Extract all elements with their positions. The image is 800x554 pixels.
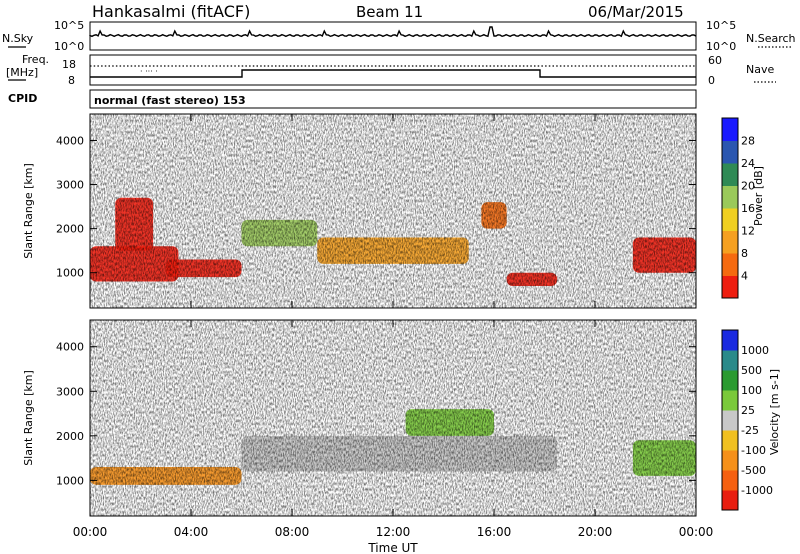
nave-scatter: · ··· · <box>140 67 158 76</box>
colorbar-tick-label-3: 16 <box>741 202 755 215</box>
y-tick-label-1: 2000 <box>56 430 84 443</box>
y-tick-label-2: 3000 <box>56 385 84 398</box>
power-colorbar-label: Power [dB] <box>752 166 765 226</box>
power-heatmap <box>90 114 696 308</box>
x-tick-label-5: 20:00 <box>578 525 613 539</box>
freq-label-1: Freq. <box>22 53 49 66</box>
noise-trace <box>89 26 697 38</box>
x-tick-label-2: 08:00 <box>275 525 310 539</box>
x-tick-label-0: 00:00 <box>73 525 108 539</box>
y-tick-label-3: 4000 <box>56 134 84 147</box>
colorbar-tick-label-1: 8 <box>741 247 748 260</box>
date-title: 06/Mar/2015 <box>588 3 684 21</box>
colorbar-swatch-5 <box>722 390 738 411</box>
y-tick-label-0: 1000 <box>56 474 84 487</box>
cpid-value: normal (fast stereo) 153 <box>94 94 246 107</box>
colorbar-tick-label-7: -1000 <box>741 484 773 497</box>
colorbar-tick-label-5: 24 <box>741 157 755 170</box>
colorbar-swatch-1 <box>722 253 738 276</box>
y-tick-label-3: 4000 <box>56 341 84 354</box>
colorbar-tick-label-2: 100 <box>741 384 762 397</box>
colorbar-frame <box>721 117 739 299</box>
x-tick-label-3: 12:00 <box>376 525 411 539</box>
colorbar-tick-label-3: 25 <box>741 404 755 417</box>
power-y-axis: 1000 2000 3000 4000 <box>56 134 696 280</box>
nave-tick-top: 60 <box>708 54 722 67</box>
station-title: Hankasalmi (fitACF) <box>92 2 250 21</box>
colorbar-swatch-1 <box>722 470 738 491</box>
colorbar-tick-label-0: 1000 <box>741 344 769 357</box>
noise-left-tick-top: 10^5 <box>54 19 84 32</box>
colorbar-swatch-5 <box>722 163 738 186</box>
nave-label: Nave <box>746 63 774 76</box>
colorbar-swatch-7 <box>722 350 738 371</box>
y-tick-label-0: 1000 <box>56 267 84 280</box>
freq-tick-top: 18 <box>62 58 76 71</box>
noise-left-tick-bottom: 10^0 <box>54 40 84 53</box>
noise-left-label: N.Sky <box>2 32 34 45</box>
velocity-y-label: Slant Range [km] <box>22 370 35 466</box>
freq-panel-frame <box>89 54 697 86</box>
colorbar-frame <box>721 329 739 511</box>
colorbar-swatch-0 <box>722 275 738 299</box>
y-tick-label-1: 2000 <box>56 223 84 236</box>
colorbar-tick-label-4: -25 <box>741 424 759 437</box>
colorbar-tick-label-6: -500 <box>741 464 766 477</box>
cpid-label: CPID <box>8 92 37 105</box>
x-tick-label-1: 04:00 <box>174 525 209 539</box>
colorbar-swatch-8 <box>722 330 738 351</box>
nave-tick-bottom: 0 <box>708 74 715 87</box>
colorbar-swatch-6 <box>722 370 738 391</box>
freq-tick-bottom: 8 <box>68 74 75 87</box>
colorbar-swatch-2 <box>722 230 738 254</box>
freq-trace <box>90 69 696 78</box>
colorbar-tick-label-2: 12 <box>741 225 755 238</box>
colorbar-swatch-4 <box>722 410 738 431</box>
colorbar-swatch-3 <box>722 208 738 231</box>
velocity-colorbar-label: Velocity [m s-1] <box>768 369 781 455</box>
noise-right-tick-bottom: 10^0 <box>706 40 736 53</box>
noise-right-tick-top: 10^5 <box>706 19 736 32</box>
colorbar-swatch-3 <box>722 430 738 451</box>
noise-right-label: N.Search <box>746 32 796 45</box>
beam-title: Beam 11 <box>356 3 423 21</box>
colorbar-swatch-2 <box>722 450 738 471</box>
colorbar-tick-label-5: -100 <box>741 444 766 457</box>
velocity-colorbar: 1000 500 100 25 -25 -100 -500 -1000 <box>721 329 773 511</box>
colorbar-tick-label-6: 28 <box>741 135 755 148</box>
freq-label-2: [MHz] <box>6 66 38 79</box>
y-tick-label-2: 3000 <box>56 179 84 192</box>
colorbar-tick-label-0: 4 <box>741 270 748 283</box>
x-tick-label-6: 00:00 <box>679 525 714 539</box>
colorbar-swatch-0 <box>722 490 738 511</box>
colorbar-swatch-7 <box>722 118 738 141</box>
colorbar-tick-label-1: 500 <box>741 364 762 377</box>
cpid-panel-frame <box>89 89 697 109</box>
svg-text:· ··· ·: · ··· · <box>140 67 158 76</box>
velocity-heatmap <box>90 320 696 516</box>
x-tick-label-4: 16:00 <box>477 525 512 539</box>
power-y-label: Slant Range [km] <box>22 163 35 259</box>
velocity-y-axis: 1000 2000 3000 4000 <box>56 341 696 487</box>
power-colorbar: 4 8 12 16 20 24 28 <box>721 117 755 299</box>
time-x-axis: 00:00 04:00 08:00 12:00 16:00 20:00 00:00 <box>73 114 714 539</box>
colorbar-swatch-4 <box>722 185 738 209</box>
colorbar-swatch-6 <box>722 140 738 164</box>
x-axis-label: Time UT <box>367 541 418 554</box>
colorbar-tick-label-4: 20 <box>741 180 755 193</box>
